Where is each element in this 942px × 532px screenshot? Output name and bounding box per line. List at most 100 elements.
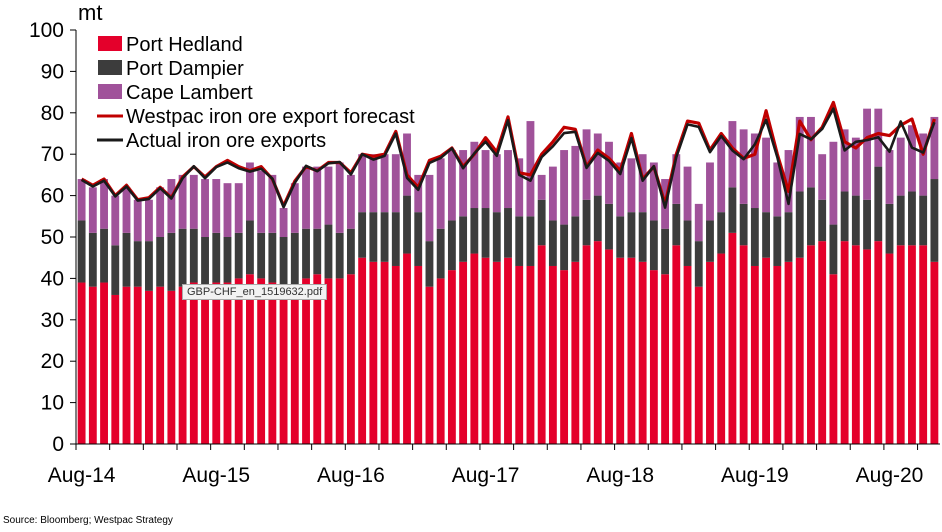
bar-segment (380, 154, 389, 213)
pdf-filename-tooltip: GBP-CHF_en_1519632.pdf (182, 284, 328, 300)
bar-segment (829, 274, 838, 444)
bar-segment (77, 179, 86, 221)
bar-segment (795, 116, 804, 192)
bar-segment (605, 203, 613, 250)
bar-segment (504, 208, 512, 258)
bar-segment (885, 150, 894, 204)
bar-segment (425, 174, 434, 242)
bar-segment (537, 245, 546, 444)
bar-segment (728, 187, 737, 233)
bar-segment (358, 257, 367, 444)
bar-segment (706, 220, 714, 262)
bar-segment (245, 162, 254, 221)
bar-segment (391, 265, 400, 444)
bar-segment (548, 220, 557, 266)
bar-segment (223, 282, 232, 444)
bar-segment (189, 282, 198, 444)
bar-segment (795, 191, 804, 258)
y-tick-label: 40 (41, 267, 64, 290)
bar-segment (335, 278, 344, 444)
y-tick-label: 60 (41, 185, 64, 208)
legend-swatch (98, 36, 122, 51)
bar-segment (290, 290, 299, 444)
bar-segment (515, 216, 524, 266)
bar-segment (672, 245, 681, 444)
legend-label: Actual iron ore exports (126, 130, 326, 152)
legend-label: Port Dampier (126, 58, 244, 80)
bar-segment (750, 208, 759, 266)
bar-segment (717, 212, 726, 254)
y-tick-label: 30 (41, 309, 64, 332)
bar-segment (459, 261, 468, 444)
bar-segment (111, 294, 120, 444)
bar-segment (784, 212, 793, 262)
bar-segment (290, 232, 299, 291)
bar-segment (739, 203, 748, 246)
bar-segment (201, 237, 209, 287)
bar-segment (178, 174, 187, 229)
bar-segment (593, 241, 602, 444)
bar-segment (672, 203, 681, 246)
bar-segment (728, 232, 737, 444)
bar-segment (908, 245, 916, 444)
bar-segment (773, 162, 782, 217)
bar-segment (470, 208, 479, 254)
bar-segment (683, 166, 692, 221)
bar-segment (762, 257, 771, 444)
bar-segment (470, 141, 479, 209)
bar-segment (795, 257, 804, 444)
bar-segment (638, 212, 647, 262)
bar-segment (515, 265, 524, 444)
bar-segment (212, 179, 221, 233)
bar-segment (403, 253, 411, 444)
bar-segment (526, 265, 535, 444)
bar-segment (268, 282, 277, 444)
bar-segment (885, 203, 894, 254)
bar-segment (706, 162, 714, 221)
bar-segment (638, 261, 647, 444)
bar-segment (100, 179, 108, 229)
bar-segment (874, 166, 883, 242)
bar-segment (627, 257, 636, 444)
bar-segment (481, 208, 490, 258)
bar-segment (818, 241, 827, 444)
bar-segment (279, 286, 288, 444)
bar-segment (245, 220, 254, 275)
bar-segment (279, 208, 288, 237)
bar-segment (616, 257, 625, 444)
bar-segment (324, 166, 333, 225)
bar-segment (908, 125, 916, 192)
bar-segment (346, 174, 355, 229)
bar-segment (874, 241, 883, 444)
bar-segment (492, 212, 501, 262)
bar-segment (762, 212, 771, 258)
bar-segment (313, 274, 322, 444)
bar-segment (414, 265, 423, 444)
y-tick-label: 20 (41, 350, 64, 373)
bar-segment (739, 129, 748, 204)
bar-segment (77, 282, 86, 444)
bar-segment (369, 154, 378, 213)
y-tick-label: 50 (41, 226, 64, 249)
y-tick-label: 90 (41, 60, 64, 83)
bar-segment (504, 150, 512, 209)
bar-segment (649, 162, 658, 221)
bar-segment (694, 286, 703, 444)
bar-segment (302, 278, 310, 444)
bar-segment (548, 166, 557, 221)
bar-segment (605, 141, 613, 204)
bar-segment (818, 199, 827, 242)
bar-segment (212, 282, 221, 444)
bar-segment (358, 154, 367, 213)
bar-segment (649, 270, 658, 444)
bar-segment (560, 270, 569, 444)
source-note: Source: Bloomberg; Westpac Strategy (3, 515, 173, 526)
bar-segment (750, 133, 759, 209)
bar-segment (694, 203, 703, 242)
bar-segment (919, 245, 928, 444)
bar-segment (145, 290, 153, 444)
bar-segment (571, 216, 580, 262)
bar-segment (582, 199, 591, 246)
bar-segment (447, 150, 456, 221)
bar-segment (683, 220, 692, 266)
